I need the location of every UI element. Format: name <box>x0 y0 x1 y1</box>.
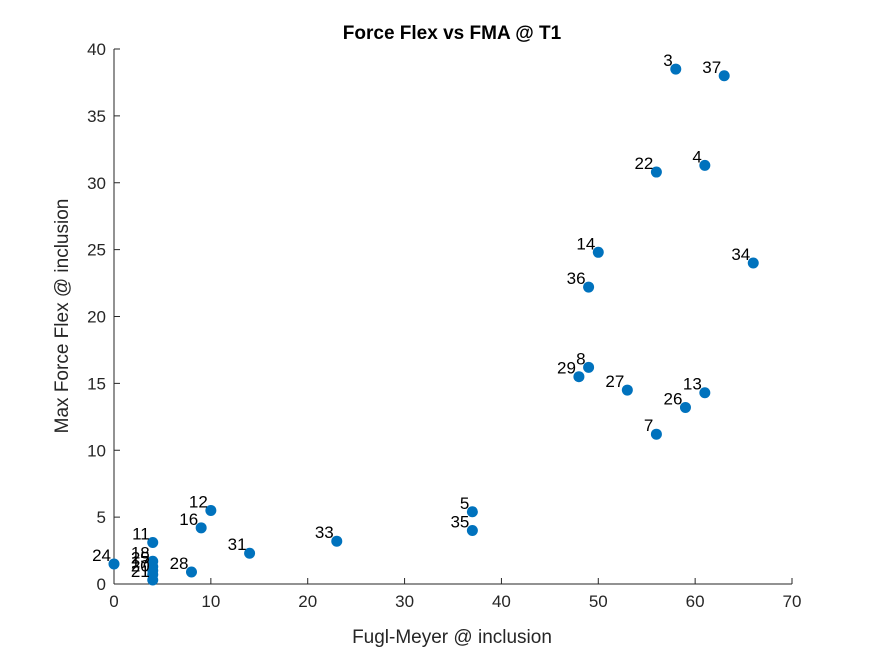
x-tick-label: 30 <box>395 592 414 611</box>
data-point <box>621 384 633 396</box>
data-point-label: 17 <box>131 553 150 572</box>
data-point <box>583 361 595 373</box>
data-point-label: 14 <box>576 234 595 253</box>
data-point <box>650 166 662 178</box>
x-tick-label: 40 <box>492 592 511 611</box>
y-tick-label: 5 <box>97 508 106 527</box>
data-point-label: 21 <box>131 562 150 581</box>
data-point <box>592 246 604 258</box>
data-point <box>699 159 711 171</box>
data-point <box>147 574 159 586</box>
data-point-label: 36 <box>567 269 586 288</box>
data-point-label: 26 <box>664 389 683 408</box>
y-tick-label: 10 <box>87 441 106 460</box>
y-tick-label: 0 <box>97 575 106 594</box>
x-tick-label: 60 <box>686 592 705 611</box>
x-tick-label: 20 <box>298 592 317 611</box>
data-point-label: 31 <box>228 535 247 554</box>
x-tick-label: 0 <box>109 592 118 611</box>
chart-title: Force Flex vs FMA @ T1 <box>343 23 562 44</box>
data-point-label: 28 <box>170 554 189 573</box>
data-point-label: 16 <box>179 510 198 529</box>
data-point-label: 24 <box>92 546 111 565</box>
y-tick-label: 15 <box>87 374 106 393</box>
data-point <box>108 558 120 570</box>
axes <box>113 49 792 585</box>
data-point-label: 29 <box>557 359 576 378</box>
data-point-label: 25 <box>131 549 150 568</box>
data-point-label: 7 <box>644 416 653 435</box>
data-point <box>699 387 711 399</box>
y-tick-label: 25 <box>87 241 106 260</box>
data-point <box>331 535 343 547</box>
data-point <box>185 566 197 578</box>
y-tick-label: 35 <box>87 107 106 126</box>
data-point <box>195 522 207 534</box>
data-point <box>573 371 585 383</box>
data-point <box>466 506 478 518</box>
data-point <box>147 537 159 549</box>
data-point <box>244 547 256 559</box>
data-point <box>583 281 595 293</box>
data-point-label: 12 <box>189 492 208 511</box>
x-tick-label: 10 <box>201 592 220 611</box>
data-point-label: 27 <box>605 372 624 391</box>
data-point <box>718 70 730 82</box>
data-point-label: 5 <box>460 494 469 513</box>
data-point <box>205 504 217 516</box>
data-point-label: 11 <box>132 525 150 544</box>
data-point-label: 22 <box>634 154 653 173</box>
data-point-label: 37 <box>702 58 721 77</box>
data-point-label: 33 <box>315 523 334 542</box>
data-point <box>670 63 682 75</box>
data-point-label: 35 <box>450 513 469 532</box>
data-point-label: 18 <box>131 543 150 562</box>
data-point-label: 8 <box>576 349 585 368</box>
data-point <box>747 257 759 269</box>
y-tick-label: 30 <box>87 174 106 193</box>
y-tick-label: 40 <box>87 40 106 59</box>
x-tick-label: 70 <box>783 592 802 611</box>
data-point-label: 20 <box>131 557 150 576</box>
data-point-label: 34 <box>731 245 750 264</box>
y-tick-label: 20 <box>87 308 106 327</box>
data-point-label: 3 <box>663 51 672 70</box>
data-point <box>679 401 691 413</box>
data-point <box>650 428 662 440</box>
y-axis-label: Max Force Flex @ inclusion <box>52 199 73 434</box>
x-tick-label: 50 <box>589 592 608 611</box>
data-point <box>466 525 478 536</box>
data-point-label: 13 <box>683 375 702 394</box>
data-point-label: 4 <box>692 147 701 166</box>
x-axis-label: Fugl-Meyer @ inclusion <box>352 627 552 648</box>
